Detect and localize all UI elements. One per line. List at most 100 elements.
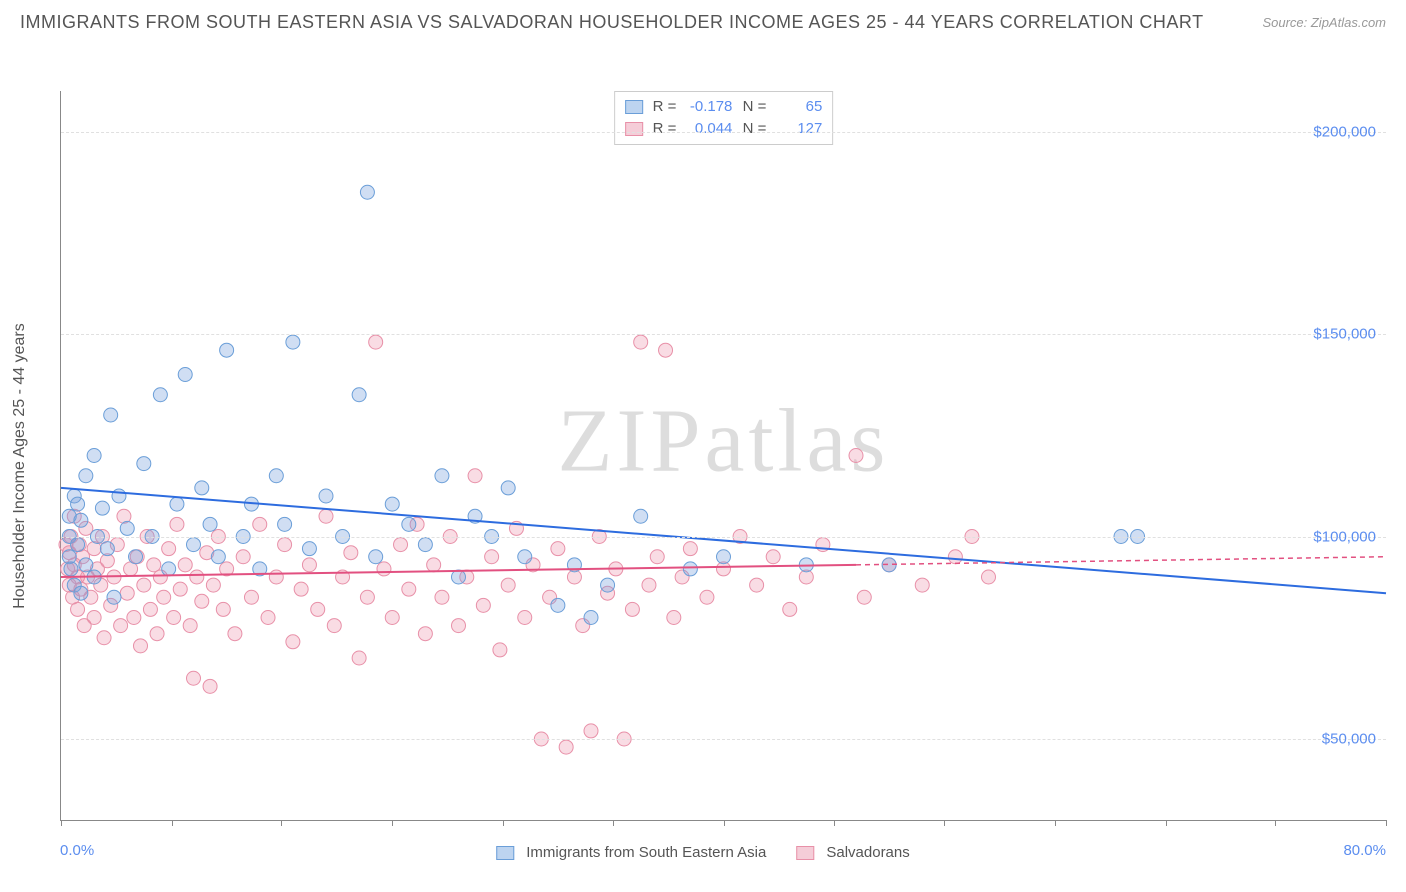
- data-point: [71, 497, 85, 511]
- data-point: [195, 594, 209, 608]
- n-value-a: 65: [772, 96, 822, 118]
- data-point: [203, 679, 217, 693]
- data-point: [269, 469, 283, 483]
- data-point: [261, 611, 275, 625]
- data-point: [551, 598, 565, 612]
- data-point: [278, 517, 292, 531]
- data-point: [114, 619, 128, 633]
- data-point: [112, 489, 126, 503]
- y-tick-label: $100,000: [1313, 528, 1376, 545]
- data-point: [601, 578, 615, 592]
- data-point: [79, 558, 93, 572]
- data-point: [137, 578, 151, 592]
- data-point: [642, 578, 656, 592]
- data-point: [162, 542, 176, 556]
- data-point: [216, 602, 230, 616]
- r-value-a: -0.178: [682, 96, 732, 118]
- chart-container: Householder Income Ages 25 - 44 years ZI…: [0, 41, 1406, 891]
- data-point: [129, 550, 143, 564]
- data-point: [634, 335, 648, 349]
- data-point: [187, 671, 201, 685]
- data-point: [253, 517, 267, 531]
- data-point: [178, 558, 192, 572]
- data-point: [278, 538, 292, 552]
- data-point: [352, 651, 366, 665]
- data-point: [402, 582, 416, 596]
- gridline: [61, 334, 1386, 335]
- data-point: [87, 611, 101, 625]
- data-point: [134, 639, 148, 653]
- data-point: [120, 521, 134, 535]
- data-point: [485, 550, 499, 564]
- data-point: [203, 517, 217, 531]
- data-point: [244, 590, 258, 604]
- data-point: [750, 578, 764, 592]
- x-tick: [613, 820, 614, 826]
- data-point: [518, 611, 532, 625]
- data-point: [100, 542, 114, 556]
- chart-header: IMMIGRANTS FROM SOUTH EASTERN ASIA VS SA…: [0, 0, 1406, 41]
- data-point: [220, 343, 234, 357]
- swatch-series-a: [625, 100, 643, 114]
- data-point: [178, 368, 192, 382]
- x-tick: [724, 820, 725, 826]
- plot-area: ZIPatlas R = -0.178 N = 65 R = 0.044 N =…: [60, 91, 1386, 821]
- x-tick: [1166, 820, 1167, 826]
- data-point: [352, 388, 366, 402]
- data-point: [717, 550, 731, 564]
- legend-item-a: Immigrants from South Eastern Asia: [496, 844, 766, 861]
- n-value-b: 127: [772, 118, 822, 140]
- data-point: [302, 542, 316, 556]
- data-point: [452, 570, 466, 584]
- data-point: [170, 497, 184, 511]
- data-point: [206, 578, 220, 592]
- data-point: [700, 590, 714, 604]
- gridline: [61, 132, 1386, 133]
- data-point: [360, 185, 374, 199]
- data-point: [150, 627, 164, 641]
- data-point: [369, 335, 383, 349]
- data-point: [195, 481, 209, 495]
- x-tick: [61, 820, 62, 826]
- data-point: [286, 335, 300, 349]
- data-point: [319, 489, 333, 503]
- data-point: [170, 517, 184, 531]
- x-tick: [834, 820, 835, 826]
- legend-bottom: Immigrants from South Eastern Asia Salva…: [496, 844, 910, 861]
- legend-label-b: Salvadorans: [826, 844, 909, 861]
- x-tick: [1386, 820, 1387, 826]
- data-point: [551, 542, 565, 556]
- data-point: [137, 457, 151, 471]
- scatter-svg: [61, 91, 1386, 820]
- data-point: [427, 558, 441, 572]
- data-point: [518, 550, 532, 564]
- data-point: [183, 619, 197, 633]
- data-point: [650, 550, 664, 564]
- legend-correlation: R = -0.178 N = 65 R = 0.044 N = 127: [614, 91, 834, 145]
- data-point: [435, 469, 449, 483]
- data-point: [71, 602, 85, 616]
- x-tick: [1055, 820, 1056, 826]
- data-point: [79, 469, 93, 483]
- data-point: [71, 538, 85, 552]
- data-point: [476, 598, 490, 612]
- data-point: [634, 509, 648, 523]
- data-point: [849, 449, 863, 463]
- data-point: [948, 550, 962, 564]
- data-point: [857, 590, 871, 604]
- data-point: [211, 550, 225, 564]
- legend-swatch-a: [496, 846, 514, 860]
- y-axis-title: Householder Income Ages 25 - 44 years: [11, 323, 29, 609]
- data-point: [157, 590, 171, 604]
- swatch-series-b: [625, 122, 643, 136]
- legend-row-series-a: R = -0.178 N = 65: [625, 96, 823, 118]
- data-point: [683, 562, 697, 576]
- data-point: [87, 449, 101, 463]
- data-point: [402, 517, 416, 531]
- data-point: [369, 550, 383, 564]
- data-point: [501, 481, 515, 495]
- data-point: [190, 570, 204, 584]
- data-point: [659, 343, 673, 357]
- y-tick-label: $200,000: [1313, 123, 1376, 140]
- data-point: [385, 611, 399, 625]
